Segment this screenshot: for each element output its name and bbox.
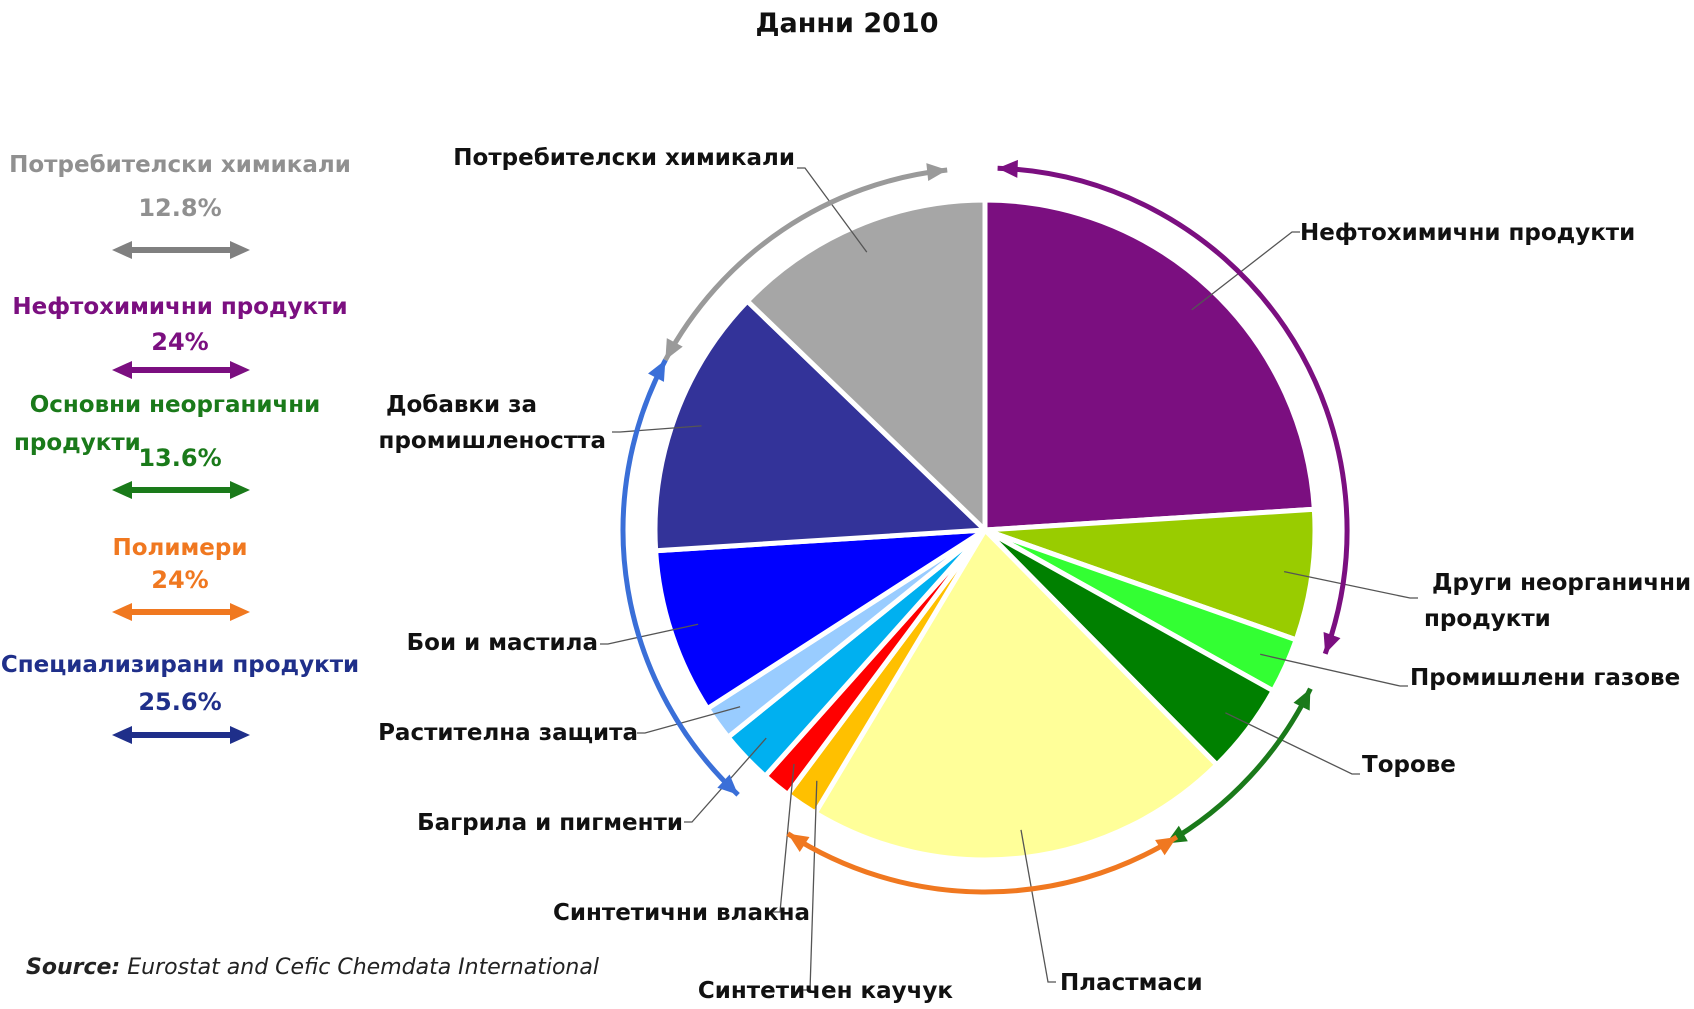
slice-label-5: Синтетичен каучук: [698, 978, 953, 1004]
legend-arrow-head-right-1: [230, 361, 250, 379]
group-arc-head-start-0: [926, 163, 948, 182]
slice-label-9: Бои и мастила: [407, 630, 598, 656]
group-arc-1: [997, 165, 1350, 655]
slice-label-7: Багрила и пигменти: [417, 810, 683, 836]
legend-arrow-head-right-2: [230, 481, 250, 499]
group-arc-head-start-2: [1293, 688, 1311, 711]
slice-label-3: Торове: [1362, 752, 1456, 778]
pie-slice-9: [653, 527, 988, 712]
group-arc-head-end-4: [648, 360, 666, 382]
slice-label-8: Растителна защита: [378, 720, 638, 746]
legend-name-0: Потребителски химикали: [9, 152, 351, 178]
legend-percent-2: 13.6%: [138, 444, 221, 472]
legend-arrow-head-left-4: [112, 726, 132, 744]
leader-line-0: [1191, 231, 1300, 311]
leader-line-6: [772, 763, 795, 913]
legend-percent-3: 24%: [151, 566, 208, 594]
pie-slice-4: [812, 527, 1220, 863]
legend-name-3: Полимери: [113, 535, 248, 561]
group-arc-head-end-3: [787, 833, 810, 853]
leader-line-1: [1283, 570, 1418, 599]
group-arc-head-start-3: [1155, 836, 1177, 856]
leader-line-4: [1020, 829, 1056, 983]
legend-percent-1: 24%: [151, 328, 208, 356]
legend-arrow-head-right-3: [230, 603, 250, 621]
leader-line-2: [1260, 653, 1408, 687]
slice-label-11: Потребителски химикали: [453, 145, 795, 171]
legend-percent-4: 25.6%: [138, 688, 221, 716]
slice-label-4: Пластмаси: [1060, 970, 1203, 996]
group-arc-head-start-1: [997, 159, 1018, 178]
chart-title: Данни 2010: [755, 8, 939, 39]
slice-label-0: Нефтохимични продукти: [1300, 220, 1635, 246]
leader-line-8: [637, 706, 741, 734]
source-text: Eurostat and Cefic Chemdata Internationa…: [127, 955, 599, 980]
legend-arrow-head-right-4: [230, 726, 250, 744]
leader-line-11: [797, 167, 868, 253]
legend-name-2: Основни неорганични продукти: [14, 392, 320, 456]
legend-arrow-head-left-1: [112, 361, 132, 379]
group-arc-3: [786, 831, 1179, 895]
group-arc-head-start-4: [717, 774, 739, 795]
group-arc-2: [1164, 687, 1313, 846]
leader-line-3: [1225, 712, 1360, 775]
leader-line-9: [600, 623, 699, 645]
leader-line-10: [612, 425, 702, 433]
pie-slice-1: [982, 506, 1318, 643]
legend-arrow-head-left-0: [112, 241, 132, 259]
pie-slice-10: [652, 298, 988, 554]
group-arc-head-end-0: [665, 338, 683, 361]
legend-percent-0: 12.8%: [138, 194, 221, 222]
legend-arrow-head-right-0: [230, 241, 250, 259]
source-label: Source:: [26, 955, 121, 980]
legend-name-4: Специализирани продукти: [1, 652, 359, 678]
slice-label-10: Добавки за промишлеността: [379, 392, 606, 454]
group-arc-head-end-1: [1323, 631, 1341, 654]
slice-label-6: Синтетични влакна: [553, 900, 810, 926]
legend-name-1: Нефтохимични продукти: [12, 294, 347, 320]
group-arc-0: [663, 167, 948, 362]
slice-label-2: Промишлени газове: [1410, 665, 1680, 691]
legend-arrow-head-left-3: [112, 603, 132, 621]
pie-slice-0: [982, 197, 1317, 533]
source-note: Source: Eurostat and Cefic Chemdata Inte…: [26, 955, 599, 980]
group-arc-4: [620, 358, 740, 797]
legend-arrow-head-left-2: [112, 481, 132, 499]
pie-slice-11: [744, 197, 988, 533]
slice-label-1: Други неорганични продукти: [1424, 570, 1691, 632]
leader-line-7: [684, 737, 767, 823]
